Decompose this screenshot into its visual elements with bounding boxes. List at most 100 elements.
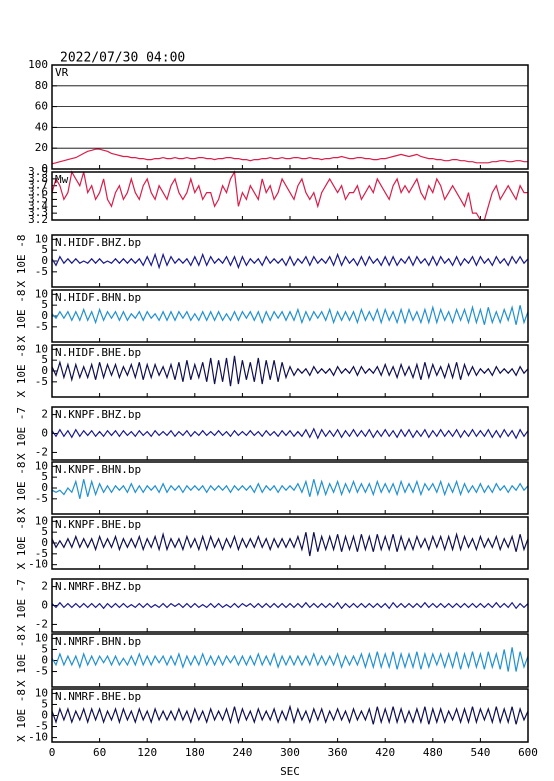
y-axis-label: X 10E -8 <box>15 462 28 515</box>
y-tick-label: 5 <box>41 697 48 710</box>
y-tick-label: 10 <box>35 342 48 355</box>
y-axis-label: X 10E -8 <box>15 517 28 570</box>
y-tick-label: -2 <box>35 617 48 630</box>
y-axis-label: X 10E -8 <box>15 235 28 288</box>
y-tick-label: 2 <box>41 580 48 593</box>
waveform <box>51 148 528 165</box>
x-tick-label: 120 <box>137 746 157 759</box>
waveform <box>51 170 528 221</box>
y-tick-label: 0 <box>41 481 48 494</box>
x-tick-label: 540 <box>470 746 490 759</box>
panel-frame <box>51 461 529 515</box>
x-axis-label: SEC <box>280 765 300 778</box>
panel-frame <box>51 171 529 221</box>
waveform <box>51 304 529 325</box>
panel-title: N.KNPF.BHE.bp <box>55 518 141 531</box>
panel-frame <box>51 234 529 288</box>
panel-title: N.HIDF.BHZ.bp <box>55 236 141 249</box>
panel-frame <box>51 578 529 633</box>
y-tick-label: 10 <box>35 287 48 300</box>
y-tick-label: 3.7 <box>28 179 48 192</box>
y-tick-label: 0 <box>41 654 48 667</box>
y-tick-label: 0 <box>41 309 48 322</box>
figure-title: 2022/07/30 04:00 <box>60 51 185 66</box>
y-tick-label: -10 <box>28 558 48 571</box>
panel-title: Mw <box>55 173 69 186</box>
y-axis-label: X 10E -8 <box>15 290 28 343</box>
panel-title: N.HIDF.BHE.bp <box>55 346 141 359</box>
y-tick-label: -5 <box>35 375 48 388</box>
panel-frame <box>51 633 529 688</box>
y-tick-label: 2 <box>41 408 48 421</box>
y-tick-label: 0 <box>41 162 48 175</box>
y-tick-label: -5 <box>35 720 48 733</box>
panel-frame <box>51 344 529 398</box>
waveform <box>51 704 529 725</box>
y-tick-label: -5 <box>35 547 48 560</box>
y-tick-label: 3.3 <box>28 206 48 219</box>
x-tick-label: 180 <box>185 746 205 759</box>
waveform <box>51 355 529 387</box>
waveform <box>51 647 529 672</box>
waveform <box>51 252 529 270</box>
y-tick-label: 3.6 <box>28 186 48 199</box>
y-tick-label: 3.5 <box>28 192 48 205</box>
y-axis-label: X 10E -7 <box>15 407 28 460</box>
y-tick-label: 0 <box>41 427 48 440</box>
y-tick-label: 80 <box>35 79 48 92</box>
panel-title: N.NMRF.BHZ.bp <box>55 580 141 593</box>
panel-title: N.HIDF.BHN.bp <box>55 291 141 304</box>
waveform <box>51 479 529 499</box>
panel-title: N.KNPF.BHN.bp <box>55 463 141 476</box>
y-tick-label: -10 <box>28 731 48 744</box>
y-tick-label: 20 <box>35 141 48 154</box>
y-tick-label: 3.4 <box>28 199 48 212</box>
waveform <box>51 601 529 610</box>
panel-title: VR <box>55 66 69 79</box>
y-tick-label: 0 <box>41 709 48 722</box>
y-axis-label: X 10E -7 <box>15 579 28 632</box>
panel-frame <box>51 516 529 570</box>
y-axis-label: X 10E -8 <box>15 634 28 687</box>
y-tick-label: 5 <box>41 298 48 311</box>
y-tick-label: 3.2 <box>28 213 48 226</box>
panel-frame <box>51 406 529 461</box>
y-tick-label: -5 <box>35 265 48 278</box>
y-tick-label: 40 <box>35 120 48 133</box>
y-tick-label: 5 <box>41 353 48 366</box>
y-tick-label: 5 <box>41 243 48 256</box>
y-tick-label: 0 <box>41 254 48 267</box>
panel-title: N.KNPF.BHZ.bp <box>55 408 141 421</box>
x-tick-label: 60 <box>93 746 106 759</box>
panel-title: N.NMRF.BHN.bp <box>55 635 141 648</box>
y-tick-label: 0 <box>41 536 48 549</box>
panel-frame <box>51 289 529 343</box>
y-tick-label: 60 <box>35 100 48 113</box>
panel-frame <box>51 688 529 743</box>
x-tick-label: 360 <box>328 746 348 759</box>
x-tick-label: 600 <box>518 746 538 759</box>
y-tick-label: 5 <box>41 525 48 538</box>
panel-title: N.NMRF.BHE.bp <box>55 690 141 703</box>
y-tick-label: 5 <box>41 642 48 655</box>
y-tick-label: 10 <box>35 514 48 527</box>
x-tick-label: 480 <box>423 746 443 759</box>
x-tick-label: 300 <box>280 746 300 759</box>
y-tick-label: 3.9 <box>28 165 48 178</box>
y-tick-label: 10 <box>35 631 48 644</box>
waveform <box>51 531 529 557</box>
y-tick-label: 0 <box>41 364 48 377</box>
y-tick-label: -5 <box>35 665 48 678</box>
waveform <box>51 427 529 440</box>
y-axis-label: X 10E -8 <box>15 689 28 742</box>
y-tick-label: 10 <box>35 686 48 699</box>
y-axis-label: X 10E -8 <box>15 345 28 398</box>
y-tick-label: 5 <box>41 470 48 483</box>
y-tick-label: -5 <box>35 492 48 505</box>
x-tick-label: 240 <box>232 746 252 759</box>
y-tick-label: 10 <box>35 232 48 245</box>
y-tick-label: 10 <box>35 459 48 472</box>
y-tick-label: 0 <box>41 599 48 612</box>
panel-frame <box>51 64 529 170</box>
x-tick-label: 420 <box>375 746 395 759</box>
